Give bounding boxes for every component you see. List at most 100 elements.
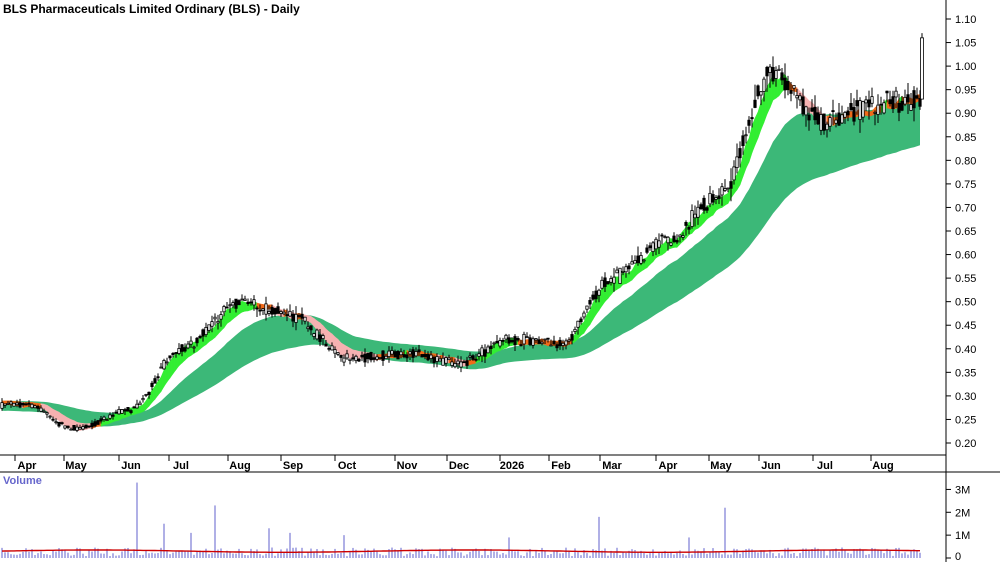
price-bar-body	[513, 336, 517, 346]
volume-bars	[1, 482, 921, 558]
price-bar-body	[330, 345, 334, 351]
price-bar-body	[96, 420, 100, 425]
price-bar-body	[843, 111, 847, 118]
price-bar-body	[882, 102, 886, 114]
price-bar-body	[546, 337, 550, 340]
price-bar-body	[87, 425, 91, 428]
price-bar-body	[3, 403, 7, 406]
short-term-band-segment	[724, 192, 729, 206]
date-tick-label: Jun	[761, 460, 781, 472]
price-bar-body	[165, 361, 169, 364]
price-bar-body	[669, 242, 673, 246]
price-tick-label: 0.80	[955, 155, 976, 167]
price-bar-body	[780, 72, 784, 81]
price-bar-body	[75, 426, 79, 431]
price-tick-label: 0.65	[955, 226, 976, 238]
price-bar-body	[531, 338, 535, 346]
price-bar-body	[651, 242, 655, 252]
price-bar-body	[45, 412, 49, 415]
short-term-band-segment	[241, 300, 246, 313]
price-bar-body	[585, 305, 589, 310]
price-bar-body	[336, 352, 340, 355]
price-bar-body	[354, 355, 358, 362]
price-bar-body	[156, 376, 160, 379]
price-bar-body	[6, 402, 10, 405]
volume-tick-label: 1M	[955, 530, 970, 542]
price-tick-label: 0.55	[955, 273, 976, 285]
price-bar-body	[69, 428, 73, 431]
price-bar-body	[756, 85, 760, 97]
price-bar-body	[342, 357, 346, 363]
price-bar-body	[162, 360, 166, 370]
price-bar-body	[522, 333, 526, 345]
price-bar-body	[63, 425, 67, 429]
date-tick-label: Nov	[397, 460, 419, 472]
price-bar-body	[258, 309, 262, 312]
short-term-band-segment	[340, 342, 345, 357]
price-bar-body	[213, 316, 217, 320]
date-tick-label: Apr	[18, 460, 38, 472]
price-bar-body	[429, 354, 433, 359]
short-term-band-segment	[139, 404, 144, 414]
price-bar-body	[288, 310, 292, 317]
price-bar-body	[909, 104, 913, 111]
price-bar-body	[39, 407, 43, 412]
price-bar-body	[207, 324, 211, 331]
price-bar-body	[435, 356, 439, 362]
price-bar-body	[510, 340, 514, 343]
price-bar-body	[726, 187, 730, 190]
price-bar-body	[786, 80, 790, 91]
price-bar-body	[219, 314, 223, 320]
price-bar-body	[447, 357, 451, 361]
price-bar-body	[915, 95, 919, 99]
price-bar-body	[597, 289, 601, 296]
price-bar-body	[456, 360, 460, 365]
price-bar-body	[588, 300, 592, 305]
price-bar-body	[639, 255, 643, 264]
price-bar-body	[312, 333, 316, 337]
price-bar-body	[624, 266, 628, 273]
price-bar-body	[405, 354, 409, 359]
price-bar-body	[111, 414, 115, 417]
price-bar-body	[849, 103, 853, 111]
price-bar-body	[174, 352, 178, 354]
price-bar-body	[285, 314, 289, 316]
price-bar-body	[363, 353, 367, 363]
price-bar-body	[603, 277, 607, 287]
price-bar-body	[573, 328, 577, 332]
price-bar-body	[366, 353, 370, 360]
price-bar-body	[267, 311, 271, 314]
price-bar-body	[609, 278, 613, 283]
price-axis: 1.10 1.05 1.00 0.95 0.90 0.85 0.80 0.75 0.70 0.65…	[946, 14, 976, 450]
date-tick-label: Aug	[872, 460, 893, 472]
price-bar-body	[717, 195, 721, 199]
price-bar-body	[687, 226, 691, 230]
price-bar-body	[807, 114, 811, 121]
price-bar-body	[420, 354, 424, 358]
price-bar-body	[663, 236, 667, 239]
price-bar-body	[270, 306, 274, 315]
price-bar-body	[822, 113, 826, 131]
price-bar-body	[426, 353, 430, 361]
price-bar-body	[834, 119, 838, 124]
price-bar-body	[879, 103, 883, 106]
price-bar-body	[321, 335, 325, 339]
price-bar-body	[9, 401, 13, 405]
price-bar-body	[417, 349, 421, 353]
price-bar-body	[696, 206, 700, 218]
price-bar-body	[798, 95, 802, 101]
price-bar-body	[789, 90, 793, 94]
price-bar-body	[339, 354, 343, 358]
price-bar-body	[741, 135, 745, 147]
price-bar-body	[471, 355, 475, 360]
price-bar-body	[159, 366, 163, 369]
price-bar-body	[180, 344, 184, 352]
price-bar-body	[645, 247, 649, 253]
price-bar-body	[210, 321, 214, 327]
price-bar-body	[702, 197, 706, 211]
price-bar-body	[222, 306, 226, 313]
price-bar-body	[243, 298, 247, 301]
price-bar-body	[372, 357, 376, 360]
price-bar-body	[309, 325, 313, 331]
volume-axis: 3M 2M 1M 0	[946, 484, 970, 562]
